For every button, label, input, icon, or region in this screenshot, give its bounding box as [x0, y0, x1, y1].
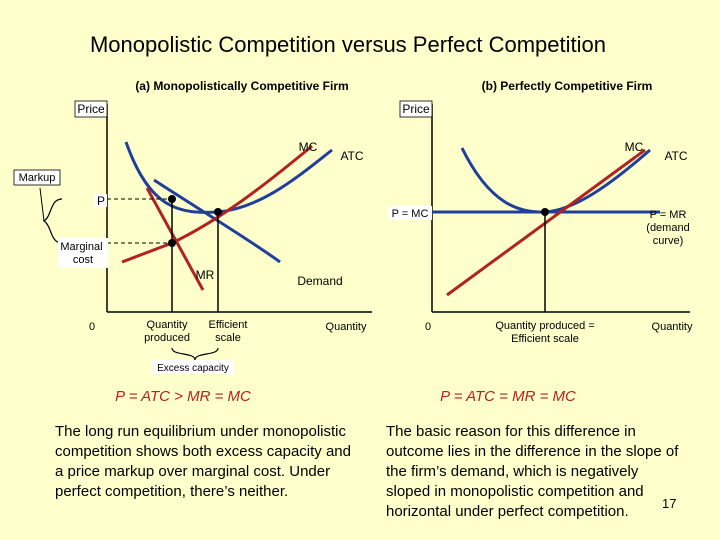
p-eq-mr-label: P = MR (demand curve): [646, 209, 689, 247]
p-eq-mr-text: P = MR: [650, 209, 687, 221]
marginal-cost-label: Marginal cost: [60, 241, 105, 266]
panel-b-quantity-produced-label: Quantity produced = Efficient scale: [495, 320, 594, 345]
quantity-produced-label: Quantity produced: [144, 319, 190, 344]
panel-b-quantity-label: Quantity: [652, 321, 693, 333]
panel-a-demand-label: Demand: [297, 274, 342, 288]
efficient-scale-label: Efficient scale: [209, 319, 248, 344]
panel-a-atc-label: ATC: [340, 149, 363, 163]
quantity-produced-text: Quantity: [147, 319, 188, 331]
markup-label: Markup: [19, 172, 56, 184]
panel-a-demand-curve: [153, 178, 281, 264]
panel-a-quantity-label: Quantity: [326, 321, 367, 333]
p-eq-mr-text-line-2: (demand: [646, 222, 689, 234]
marginal-cost-label-box: [58, 238, 108, 268]
quantity-produced-text-line-2: produced: [144, 332, 190, 344]
panel-a-price-label: Price: [77, 102, 105, 116]
markup-brace: [42, 198, 63, 244]
panel-b: (b) Perfectly Competitive Firm Price Qua…: [388, 79, 693, 405]
panel-b-equilibrium-point: [541, 208, 549, 216]
panel-a-price-point: [168, 195, 176, 203]
panel-a-mr-label: MR: [196, 268, 215, 282]
page-number: 17: [662, 496, 677, 511]
panel-b-quantity-produced-text: Quantity produced =: [495, 320, 594, 332]
panel-a-mc-curve: [121, 144, 313, 264]
panel-a: (a) Monopolistically Competitive Firm Pr…: [13, 79, 372, 405]
efficient-scale-text: Efficient: [209, 319, 248, 331]
excess-capacity-brace: [171, 347, 219, 361]
panel-b-atc-label: ATC: [664, 149, 687, 163]
p-label-box: [94, 194, 107, 207]
efficient-scale-text-line-2: scale: [215, 332, 241, 344]
excess-capacity-box: [152, 360, 234, 374]
panel-a-atc-min-point: [214, 208, 222, 216]
panel-b-quantity-produced-text-line-2: Efficient scale: [511, 333, 579, 345]
p-label: P: [97, 194, 105, 208]
slide-title: Monopolistic Competition versus Perfect …: [90, 32, 606, 57]
panel-a-equation: P = ATC > MR = MC: [115, 388, 251, 405]
panel-b-mc-curve: [446, 148, 646, 297]
marginal-cost-line-2: cost: [73, 254, 93, 266]
panel-a-mr-curve: [145, 187, 205, 291]
panel-a-heading: (a) Monopolistically Competitive Firm: [135, 79, 348, 93]
p-eq-mc-box: [388, 206, 432, 220]
marginal-cost-line-1: Marginal: [60, 241, 102, 253]
panel-b-price-label: Price: [402, 102, 430, 116]
markup-pointer: [39, 187, 45, 222]
panel-a-mc-label: MC: [299, 140, 318, 154]
left-paragraph: The long run equilibrium under monopolis…: [55, 423, 351, 500]
p-eq-mr-text-line-3: curve): [653, 235, 684, 247]
markup-label-box: [13, 169, 61, 186]
panel-a-price-box: [74, 100, 108, 118]
panel-b-price-box: [399, 100, 433, 118]
panel-b-heading: (b) Perfectly Competitive Firm: [482, 79, 653, 93]
panel-b-equation: P = ATC = MR = MC: [440, 388, 576, 405]
panel-b-mc-label: MC: [625, 140, 644, 154]
panel-a-mc-point: [168, 239, 176, 247]
panel-a-origin: 0: [89, 321, 95, 333]
right-paragraph: The basic reason for this difference in …: [386, 423, 679, 520]
panel-b-atc-curve: [460, 147, 651, 214]
excess-capacity-label: Excess capacity: [157, 363, 229, 374]
panel-b-origin: 0: [425, 321, 431, 333]
p-eq-mc-label: P = MC: [392, 208, 429, 220]
